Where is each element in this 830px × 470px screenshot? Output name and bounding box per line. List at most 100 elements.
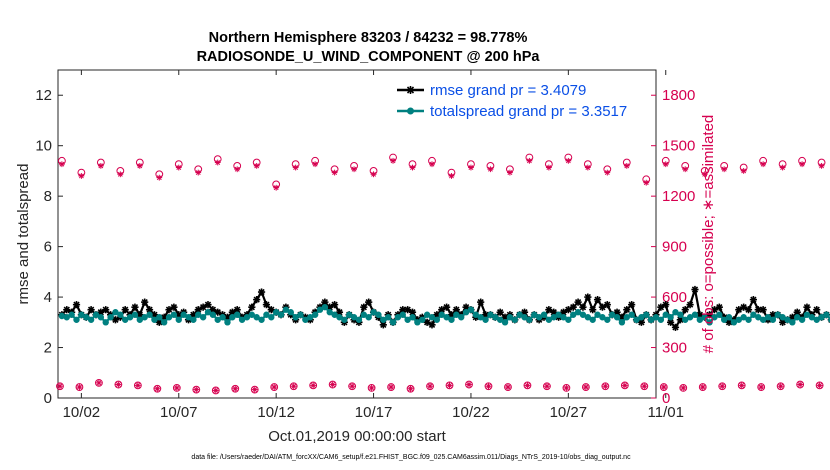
totalspread-point [253, 314, 260, 321]
totalspread-point [131, 311, 139, 318]
rmse-point [131, 303, 139, 311]
totalspread-point [185, 314, 192, 321]
totalspread-point [716, 311, 723, 318]
totalspread-point [550, 314, 557, 321]
obs-assimilated-point [738, 382, 745, 389]
totalspread-point [419, 316, 426, 323]
totalspread-point [190, 316, 197, 323]
totalspread-point [146, 311, 153, 318]
totalspread-point [438, 311, 445, 318]
obs-possible-point [56, 382, 64, 391]
obs-assimilated-point [604, 169, 611, 176]
totalspread-point [170, 311, 178, 318]
totalspread-point [774, 311, 781, 318]
y-left-tick-label: 4 [44, 289, 52, 306]
obs-assimilated-point [173, 385, 180, 391]
obs-assimilated-point [351, 166, 357, 173]
totalspread-point [560, 314, 567, 321]
totalspread-point [238, 316, 246, 323]
rmse-point [589, 306, 597, 314]
obs-assimilated-point [719, 383, 726, 390]
rmse-point [803, 303, 811, 311]
totalspread-point [638, 314, 645, 321]
totalspread-point [745, 316, 752, 323]
totalspread-point [477, 314, 484, 321]
totalspread-point [117, 311, 124, 318]
totalspread-point [808, 314, 816, 321]
totalspread-point [399, 311, 406, 318]
obs-possible-point [133, 381, 142, 390]
y-right-tick-label: 1200 [662, 188, 695, 205]
obs-possible-point [231, 384, 240, 393]
obs-assimilated-point [680, 385, 687, 391]
y-left-tick-label: 10 [35, 138, 52, 155]
x-tick-label: 10/12 [257, 404, 295, 421]
totalspread-point [467, 306, 475, 313]
totalspread-point [735, 316, 742, 323]
obs-possible-point [659, 383, 668, 391]
totalspread-point [657, 316, 665, 323]
obs-assimilated-point [388, 384, 394, 390]
obs-possible-point [640, 382, 649, 391]
totalspread-point [433, 316, 441, 323]
totalspread-point [384, 314, 392, 321]
obs-possible-point [718, 382, 727, 391]
totalspread-point [453, 311, 460, 318]
y-left-tick-label: 6 [44, 239, 52, 256]
obs-possible-point [698, 383, 707, 391]
rmse-point [443, 303, 451, 311]
obs-assimilated-point [446, 382, 453, 389]
totalspread-point [516, 311, 523, 318]
totalspread-point [350, 314, 358, 321]
totalspread-point [277, 311, 285, 318]
rmse-point [671, 323, 680, 331]
totalspread-point [229, 314, 236, 321]
rmse-point [121, 306, 129, 314]
totalspread-point [307, 314, 314, 321]
totalspread-point [696, 316, 704, 323]
totalspread-point [355, 316, 363, 323]
totalspread-point [414, 319, 421, 326]
y-right-tick-label: 300 [662, 340, 687, 357]
totalspread-point [394, 314, 402, 321]
rmse-point [744, 306, 753, 314]
totalspread-point [794, 314, 801, 321]
obs-possible-point [95, 378, 103, 387]
totalspread-point [647, 316, 655, 323]
totalspread-point [769, 316, 777, 323]
totalspread-point [623, 314, 630, 321]
totalspread-point [604, 316, 611, 323]
obs-assimilated-point [232, 385, 239, 392]
totalspread-point [608, 311, 616, 318]
totalspread-point [521, 314, 528, 321]
rmse-point [603, 301, 611, 309]
y-left-tick-label: 12 [35, 87, 52, 104]
obs-assimilated-point [370, 171, 377, 178]
obs-assimilated-point [234, 166, 241, 173]
obs-possible-point [796, 380, 805, 389]
rmse-point [428, 321, 436, 329]
totalspread-point [389, 319, 397, 326]
y-left-tick-label: 0 [44, 390, 52, 407]
rmse-point [145, 306, 154, 314]
totalspread-point [764, 314, 772, 321]
legend-rmse-label: rmse grand pr = 3.4079 [430, 82, 586, 99]
totalspread-point [594, 311, 601, 318]
obs-possible-point [114, 380, 123, 389]
totalspread-point [272, 309, 280, 316]
x-tick-label: 10/17 [355, 404, 393, 421]
rmse-point [330, 301, 339, 309]
obs-assimilated-point [193, 386, 200, 393]
x-tick-label: 10/27 [550, 404, 588, 421]
obs-assimilated-point [195, 169, 202, 176]
totalspread-point [63, 314, 70, 321]
obs-assimilated-point [349, 383, 356, 390]
totalspread-point [750, 311, 757, 318]
totalspread-point [813, 316, 820, 323]
obs-assimilated-point [660, 384, 667, 390]
x-axis: 10/02 10/07 10/12 10/17 10/22 10/27 11/01 [63, 70, 684, 421]
obs-assimilated-point [448, 173, 455, 179]
totalspread-point [755, 314, 762, 321]
totalspread-point [823, 311, 830, 318]
